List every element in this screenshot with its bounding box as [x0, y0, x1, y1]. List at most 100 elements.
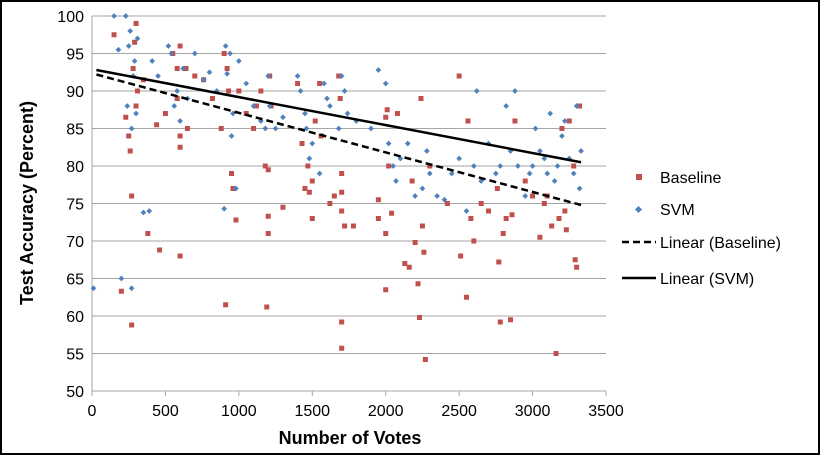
baseline-point — [402, 261, 408, 266]
svm-point — [338, 73, 345, 79]
svm-point — [191, 50, 198, 57]
svm-point — [448, 170, 455, 177]
svm-point — [127, 28, 134, 34]
svm-point — [412, 193, 418, 199]
svm-point — [544, 170, 551, 177]
svm-point — [547, 110, 554, 117]
svm-point — [503, 103, 509, 109]
baseline-point — [574, 264, 580, 270]
x-tick-label: 1000 — [221, 403, 257, 420]
baseline-point — [230, 186, 236, 191]
baseline-point — [145, 231, 151, 236]
svm-point — [146, 208, 153, 214]
baseline-point — [509, 212, 515, 218]
svm-point — [243, 80, 250, 87]
legend-label-linear-svm: Linear (SVM) — [660, 271, 754, 288]
legend-label-linear-baseline: Linear (Baseline) — [660, 235, 781, 252]
baseline-point — [375, 197, 381, 203]
svm-point — [302, 110, 308, 117]
svm-point — [441, 196, 448, 203]
baseline-point — [183, 66, 189, 71]
svm-point — [165, 43, 172, 49]
baseline-point — [184, 126, 190, 131]
baseline-point — [339, 208, 345, 214]
svm-point — [228, 133, 235, 139]
svm-point — [224, 70, 230, 77]
svm-point — [576, 185, 583, 192]
svm-point — [493, 170, 499, 177]
baseline-point — [383, 114, 389, 120]
baseline-point — [375, 216, 381, 221]
legend-marker-baseline — [636, 174, 642, 180]
trendline-svm — [96, 68, 582, 164]
baseline-point — [503, 216, 509, 221]
baseline-point — [421, 249, 427, 255]
baseline-point — [262, 163, 268, 169]
baseline-point — [111, 32, 117, 38]
baseline-point — [218, 126, 224, 131]
baseline-point — [458, 253, 464, 259]
svm-point — [537, 148, 543, 154]
baseline-point — [497, 319, 503, 325]
svm-point — [236, 58, 242, 64]
baseline-point — [177, 253, 183, 259]
svm-point — [294, 73, 301, 79]
baseline-point — [309, 216, 315, 221]
svm-point — [128, 125, 135, 132]
svm-point — [221, 205, 227, 212]
baseline-point — [209, 96, 215, 101]
svm-point — [385, 140, 392, 147]
svm-point — [529, 163, 536, 169]
svm-point — [497, 163, 504, 169]
y-tick-label: 75 — [66, 197, 84, 214]
svm-point — [573, 103, 580, 109]
baseline-point — [422, 357, 428, 362]
baseline-point — [478, 201, 484, 206]
svm-point — [111, 13, 117, 19]
legend-marker-svm — [634, 205, 643, 214]
baseline-point — [221, 51, 227, 56]
svm-point — [118, 275, 125, 282]
baseline-point — [508, 317, 514, 323]
baseline-point — [306, 189, 312, 195]
svm-point — [171, 103, 178, 109]
svm-point — [222, 43, 229, 49]
baseline-point — [302, 186, 308, 191]
baseline-point — [258, 88, 264, 94]
y-tick-label: 95 — [66, 47, 84, 64]
baseline-point — [177, 133, 183, 139]
gridlines — [92, 15, 606, 392]
baseline-point — [192, 73, 198, 79]
y-axis-title: Test Accuracy (Percent) — [17, 101, 37, 305]
baseline-point — [118, 288, 124, 294]
baseline-point — [556, 216, 562, 221]
svm-point — [115, 46, 122, 53]
baseline-point — [265, 231, 271, 236]
baseline-point — [177, 43, 183, 49]
y-tick-label: 90 — [66, 84, 84, 101]
baseline-point — [224, 66, 230, 71]
baseline-point — [496, 259, 502, 265]
baseline-point — [471, 238, 477, 244]
baseline-point — [251, 126, 257, 131]
baseline-point — [299, 141, 305, 146]
axes — [91, 16, 607, 396]
baseline-point — [553, 351, 559, 356]
baseline-point — [389, 210, 395, 216]
svm-point — [532, 125, 539, 132]
svm-point — [321, 80, 327, 87]
baseline-point — [468, 216, 474, 221]
baseline-point — [177, 144, 183, 150]
baseline-point — [223, 302, 229, 308]
baseline-point — [229, 171, 235, 176]
baseline-point — [549, 223, 555, 229]
baseline-point — [419, 223, 425, 229]
svm-point — [562, 118, 568, 124]
svm-point — [149, 58, 156, 64]
baseline-point — [412, 240, 418, 245]
svm-point — [512, 88, 518, 94]
svm-point — [375, 67, 382, 73]
svm-point — [124, 103, 131, 109]
x-tick-label: 500 — [152, 403, 179, 420]
